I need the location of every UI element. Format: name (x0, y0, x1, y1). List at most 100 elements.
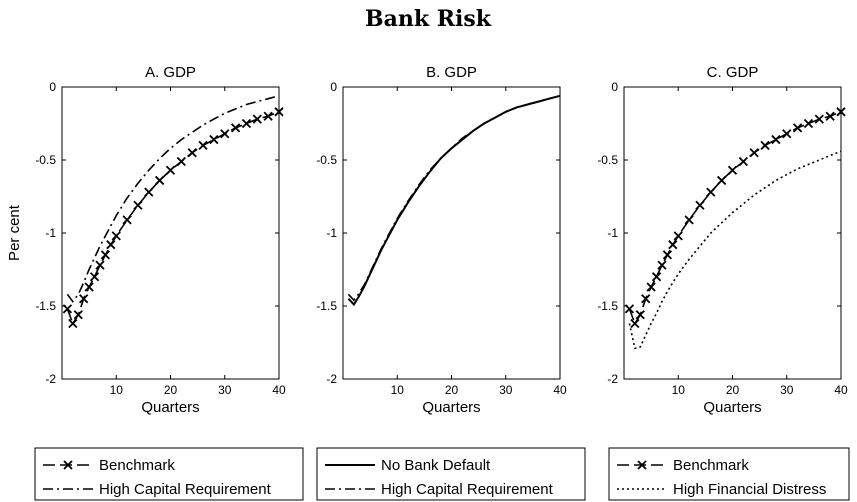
x-marker (84, 282, 94, 292)
y-tick-label: -1.5 (597, 299, 618, 313)
panel-title: B. GDP (426, 64, 477, 81)
series-line-1 (628, 111, 842, 326)
legend-label: Benchmark (673, 457, 749, 474)
x-marker (662, 250, 673, 260)
x-marker (263, 111, 273, 121)
x-marker (630, 318, 640, 329)
x-tick-label: 30 (499, 383, 513, 397)
plot-frame (342, 86, 561, 380)
panel-1: A. GDP 0 -0.5 -1 -1.5 -2 10 20 30 40 Quarters Bench… (34, 64, 304, 501)
x-tick-label: 40 (272, 383, 286, 397)
x-tick-label: 20 (445, 383, 459, 397)
x-marker (646, 282, 656, 292)
figure-title: Bank Risk (365, 6, 492, 32)
x-marker (274, 107, 284, 117)
x-marker (106, 240, 116, 250)
series-line-1 (66, 111, 280, 326)
panel-title: A. GDP (145, 64, 196, 81)
x-marker (209, 134, 219, 145)
x-marker (738, 156, 748, 167)
x-axis-label: Quarters (703, 399, 761, 416)
x-marker (165, 165, 176, 175)
y-tick-label: -1.5 (316, 299, 337, 313)
x-marker (95, 260, 105, 270)
y-tick-label: -1 (326, 226, 337, 240)
x-marker (122, 215, 132, 225)
x-marker (100, 250, 111, 260)
y-tick-label: 0 (611, 80, 618, 94)
panel-2: B. GDP 0 -0.5 -1 -1.5 -2 10 20 30 40 Quarters No Ba… (316, 64, 586, 501)
x-marker (803, 118, 814, 129)
panels: A. GDP 0 -0.5 -1 -1.5 -2 10 20 30 40 Quarters Bench… (34, 64, 850, 501)
x-marker (668, 240, 678, 250)
x-marker (727, 165, 738, 175)
x-marker (635, 310, 645, 320)
legend: Benchmark High Financial Distress (608, 447, 850, 501)
x-marker (836, 107, 846, 117)
y-tick-label: -1.5 (35, 299, 56, 313)
x-marker (133, 200, 143, 210)
y-axis-label: Per cent (6, 204, 23, 261)
y-tick-label: -1 (607, 226, 618, 240)
x-marker (684, 215, 694, 225)
x-marker (782, 129, 792, 139)
x-marker (651, 272, 662, 282)
x-marker (144, 187, 154, 197)
x-marker (657, 260, 667, 270)
series-markers (62, 107, 284, 329)
y-tick-label: -0.5 (316, 153, 337, 167)
series-line-2 (628, 150, 842, 350)
series-line-2 (66, 95, 280, 303)
panel-title: C. GDP (707, 64, 759, 81)
x-marker (111, 231, 121, 241)
legend-marker (63, 460, 73, 470)
x-tick-label: 10 (110, 383, 124, 397)
y-tick-label: -0.5 (35, 153, 56, 167)
x-marker (241, 118, 252, 129)
legend-box (608, 447, 850, 501)
x-marker (252, 114, 262, 124)
x-marker (187, 148, 197, 158)
x-marker (68, 318, 78, 329)
y-tick-label: -1 (45, 226, 56, 240)
y-tick-label: -2 (607, 372, 618, 386)
y-tick-label: 0 (49, 80, 56, 94)
y-tick-label: 0 (330, 80, 337, 94)
x-axis-label: Quarters (422, 399, 480, 416)
x-marker (89, 272, 100, 282)
series-line-1 (347, 94, 561, 307)
x-marker (198, 140, 208, 151)
x-marker (230, 123, 241, 133)
x-marker (176, 156, 186, 167)
series-markers (624, 107, 846, 329)
x-marker (760, 140, 770, 151)
x-marker (79, 294, 89, 304)
legend-box (34, 447, 304, 501)
x-marker (624, 304, 635, 314)
legend-box (316, 447, 586, 501)
legend: Benchmark High Capital Requirement (34, 447, 304, 501)
x-axis-label: Quarters (141, 399, 199, 416)
x-marker (73, 310, 83, 320)
x-marker (749, 148, 759, 158)
x-marker (771, 134, 781, 145)
x-tick-label: 10 (672, 383, 686, 397)
legend-label: Benchmark (99, 457, 175, 474)
x-marker (695, 200, 705, 210)
x-marker (155, 175, 165, 186)
x-marker (673, 231, 683, 241)
legend-label: No Bank Default (381, 457, 491, 474)
x-tick-label: 20 (164, 383, 178, 397)
x-marker (792, 123, 803, 133)
plot-frame (61, 86, 280, 380)
legend: No Bank Default High Capital Requirement (316, 447, 586, 501)
x-tick-label: 20 (726, 383, 740, 397)
x-tick-label: 40 (553, 383, 567, 397)
x-tick-label: 10 (391, 383, 405, 397)
x-tick-label: 40 (834, 383, 848, 397)
plot-frame (623, 86, 842, 380)
legend-marker (637, 460, 647, 470)
legend-label: High Capital Requirement (99, 481, 272, 498)
x-marker (825, 111, 835, 121)
